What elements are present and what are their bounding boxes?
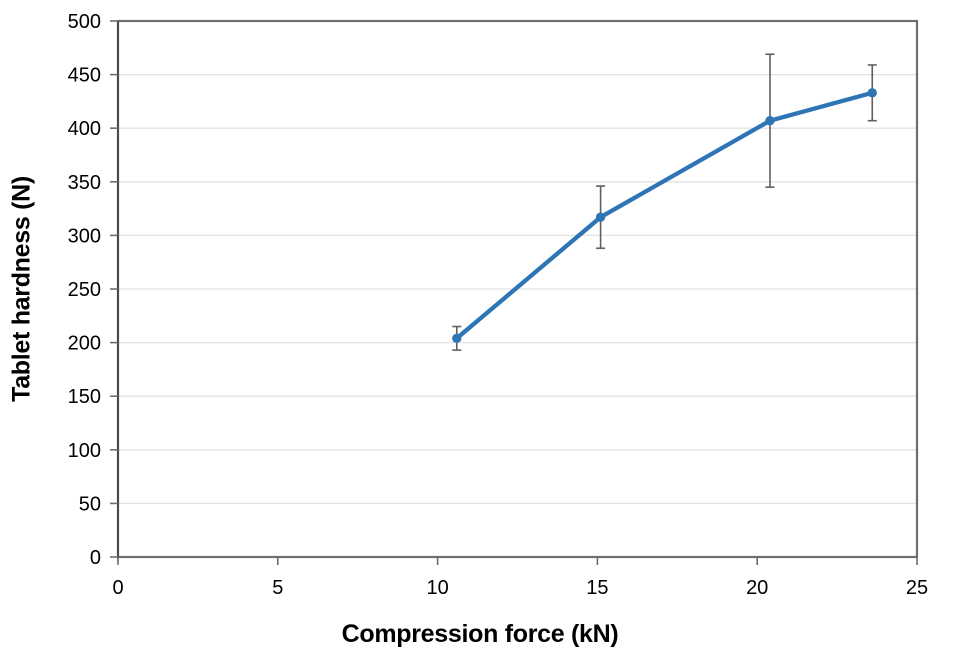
y-tick-label: 100 — [68, 440, 101, 462]
x-axis-title: Compression force (kN) — [341, 620, 619, 648]
x-tick-label: 25 — [906, 577, 928, 599]
y-tick-label: 350 — [68, 172, 101, 194]
x-tick-label: 5 — [272, 577, 283, 599]
data-point-marker — [452, 333, 462, 344]
y-tick-label: 500 — [68, 11, 101, 33]
y-tick-label: 400 — [68, 118, 101, 140]
data-point-marker — [595, 212, 606, 222]
x-tick-label: 20 — [746, 577, 768, 599]
y-tick-label: 50 — [79, 493, 101, 515]
y-tick-label: 0 — [90, 547, 101, 569]
y-tick-label: 450 — [68, 65, 101, 87]
y-axis-title: Tablet hardness (N) — [7, 176, 36, 402]
y-tick-label: 150 — [68, 386, 101, 408]
x-tick-label: 15 — [586, 577, 608, 599]
x-tick-label: 10 — [426, 577, 448, 599]
data-point-marker — [765, 115, 775, 126]
y-tick-label: 250 — [68, 279, 101, 301]
y-tick-label: 300 — [68, 225, 101, 247]
y-tick-label: 200 — [68, 333, 101, 355]
x-tick-label: 0 — [112, 577, 123, 599]
data-line — [454, 90, 875, 341]
data-point-marker — [867, 88, 877, 98]
